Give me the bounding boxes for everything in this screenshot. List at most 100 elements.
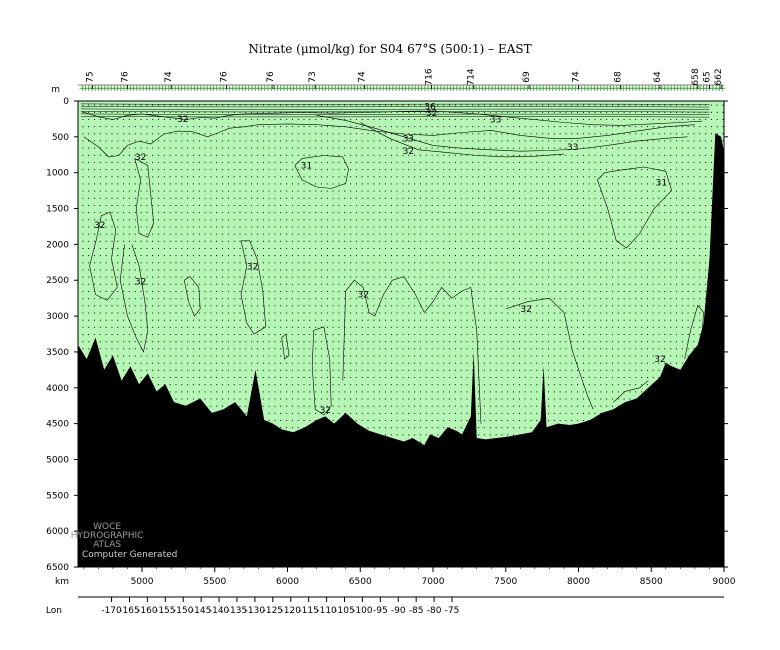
sample-dot bbox=[641, 305, 643, 307]
sample-dot bbox=[175, 348, 177, 350]
sample-dot bbox=[82, 226, 84, 228]
sample-dot bbox=[128, 291, 130, 292]
sample-dot bbox=[158, 111, 159, 113]
sample-dot bbox=[117, 248, 119, 249]
sample-dot bbox=[280, 161, 282, 163]
sample-dot bbox=[140, 326, 142, 328]
sample-dot bbox=[123, 355, 125, 357]
sample-dot bbox=[559, 355, 561, 357]
sample-dot bbox=[536, 197, 538, 199]
sample-dot bbox=[582, 326, 584, 328]
sample-dot bbox=[548, 348, 549, 350]
sample-dot bbox=[134, 362, 136, 364]
sample-dot bbox=[414, 126, 416, 128]
sample-dot bbox=[588, 154, 590, 156]
sample-dot bbox=[344, 305, 346, 307]
sample-dot bbox=[652, 362, 654, 364]
sample-dot bbox=[303, 334, 305, 335]
sample-dot bbox=[460, 190, 462, 192]
sample-dot bbox=[338, 362, 340, 364]
sample-dot bbox=[192, 291, 194, 292]
sample-dot bbox=[332, 326, 334, 328]
sample-dot bbox=[396, 140, 398, 142]
sample-dot bbox=[111, 312, 113, 314]
sample-dot bbox=[623, 326, 625, 328]
sample-dot bbox=[646, 269, 648, 271]
sample-dot bbox=[507, 348, 509, 350]
sample-dot bbox=[187, 240, 189, 242]
sample-dot bbox=[454, 283, 456, 285]
sample-dot bbox=[111, 319, 113, 321]
sample-dot bbox=[373, 212, 375, 214]
contour-label: 32 bbox=[520, 305, 531, 315]
sample-dot bbox=[524, 190, 526, 192]
sample-dot bbox=[373, 312, 375, 314]
sample-dot bbox=[408, 334, 410, 335]
sample-dot bbox=[478, 255, 480, 257]
sample-dot bbox=[373, 348, 375, 350]
sample-dot bbox=[414, 111, 416, 113]
sample-dot bbox=[361, 233, 363, 235]
sample-dot bbox=[227, 298, 229, 300]
sample-dot bbox=[478, 161, 480, 163]
sample-dot bbox=[233, 362, 235, 364]
sample-dot bbox=[222, 140, 223, 142]
sample-dot bbox=[664, 183, 666, 185]
sample-dot bbox=[594, 312, 596, 314]
sample-dot bbox=[233, 133, 235, 135]
sample-dot bbox=[524, 154, 526, 156]
sample-dot bbox=[466, 283, 468, 285]
sample-dot bbox=[286, 291, 288, 292]
sample-dot bbox=[419, 412, 421, 414]
sample-dot bbox=[396, 420, 398, 421]
sample-dot bbox=[513, 334, 514, 335]
sample-dot bbox=[617, 190, 619, 192]
sample-dot bbox=[501, 161, 503, 163]
sample-dot bbox=[460, 133, 462, 135]
sample-dot bbox=[88, 183, 90, 185]
sample-dot bbox=[612, 341, 613, 343]
sample-dot bbox=[431, 240, 433, 242]
sample-dot bbox=[530, 176, 532, 178]
sample-dot bbox=[222, 305, 223, 307]
sample-dot bbox=[181, 233, 183, 235]
sample-dot bbox=[548, 255, 549, 257]
sample-dot bbox=[454, 291, 456, 292]
sample-dot bbox=[594, 212, 596, 214]
sample-dot bbox=[204, 269, 206, 271]
sample-dot bbox=[414, 362, 416, 364]
sample-dot bbox=[681, 140, 683, 142]
sample-dot bbox=[367, 248, 369, 249]
sample-dot bbox=[158, 255, 159, 257]
station-cross: + bbox=[546, 84, 554, 94]
sample-dot bbox=[315, 233, 317, 235]
sample-dot bbox=[181, 377, 183, 378]
station-cross: + bbox=[229, 84, 237, 94]
sample-dot bbox=[443, 183, 445, 185]
sample-dot bbox=[117, 341, 119, 343]
sample-dot bbox=[123, 147, 125, 149]
sample-dot bbox=[379, 226, 381, 228]
sample-dot bbox=[699, 255, 701, 257]
sample-dot bbox=[245, 405, 247, 407]
sample-dot bbox=[315, 420, 317, 421]
sample-dot bbox=[419, 405, 421, 407]
sample-dot bbox=[291, 190, 293, 192]
sample-dot bbox=[291, 248, 293, 249]
lon-tick-label: -95 bbox=[373, 606, 388, 616]
sample-dot bbox=[524, 369, 526, 371]
sample-dot bbox=[111, 154, 113, 156]
sample-dot bbox=[454, 369, 456, 371]
sample-dot bbox=[88, 248, 90, 249]
sample-dot bbox=[408, 248, 410, 249]
sample-dot bbox=[111, 291, 113, 292]
sample-dot bbox=[408, 147, 410, 149]
sample-dot bbox=[297, 219, 299, 221]
sample-dot bbox=[606, 240, 608, 242]
sample-dot bbox=[606, 233, 608, 235]
sample-dot bbox=[257, 283, 258, 285]
sample-dot bbox=[664, 355, 666, 357]
sample-dot bbox=[507, 312, 509, 314]
sample-dot bbox=[402, 111, 404, 113]
sample-dot bbox=[693, 291, 695, 292]
